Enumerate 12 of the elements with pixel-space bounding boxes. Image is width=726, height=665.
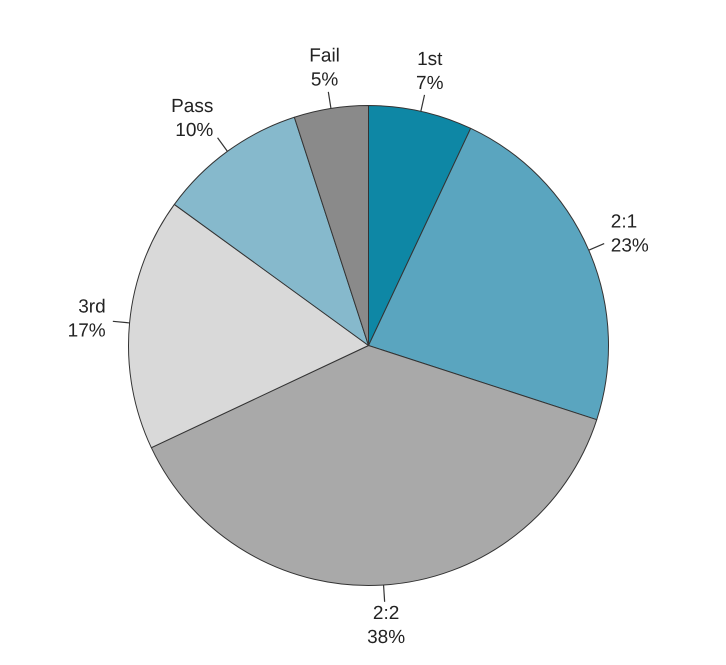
slice-label: 3rd: [78, 296, 106, 318]
data-label: 7%: [416, 72, 444, 94]
data-label: 23%: [610, 235, 649, 256]
data-label: 38%: [367, 627, 406, 648]
slice-label: 2:1: [610, 211, 638, 232]
data-label: 17%: [68, 320, 106, 342]
data-label: 5%: [310, 70, 338, 91]
slice-label: Pass: [171, 96, 214, 117]
slice-label: 1st: [417, 48, 444, 70]
slice-label: 2:2: [372, 603, 400, 624]
slice-label: Fail: [309, 46, 340, 67]
data-label: 10%: [175, 120, 214, 141]
